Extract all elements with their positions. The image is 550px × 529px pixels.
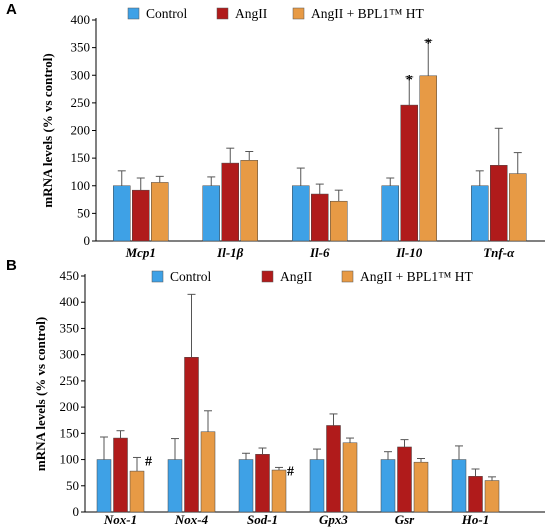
bar [238, 459, 254, 513]
bar [113, 437, 128, 513]
bar [509, 173, 527, 242]
x-category-label: Nox-4 [174, 512, 209, 527]
bar [200, 431, 216, 513]
legend-label-1: AngII [235, 6, 268, 21]
bar [221, 162, 239, 242]
legend-label-0: Control [146, 6, 188, 21]
bar [184, 357, 199, 513]
bar [400, 104, 418, 242]
y-tick-label: 50 [66, 478, 79, 493]
x-category-label: Tnf-α [483, 245, 515, 260]
significance-marker: # [145, 454, 152, 469]
bar [202, 185, 220, 242]
bar [240, 160, 258, 242]
y-tick-label: 0 [73, 504, 80, 519]
bar [419, 75, 437, 242]
x-category-label: Il-1β [216, 245, 244, 260]
significance-marker: # [287, 464, 294, 479]
legend-label-2: AngII + BPL1™ HT [360, 269, 473, 284]
y-axis-title: mRNA levels (% vs control) [40, 53, 55, 207]
x-category-label: Il-10 [395, 245, 423, 260]
panel-label: B [6, 257, 17, 274]
bar [342, 442, 358, 513]
bar [330, 200, 348, 242]
legend-label-1: AngII [280, 269, 313, 284]
y-tick-label: 200 [60, 399, 80, 414]
y-tick-label: 250 [71, 95, 91, 110]
legend-swatch-0 [151, 270, 164, 283]
bar [311, 193, 329, 242]
bar [380, 459, 396, 513]
significance-marker: * [406, 73, 413, 88]
legend-label-0: Control [170, 269, 212, 284]
legend-label-2: AngII + BPL1™ HT [311, 6, 424, 21]
x-category-label: Ho-1 [461, 512, 489, 527]
panel-label: A [6, 1, 17, 18]
y-tick-label: 150 [60, 425, 80, 440]
bar [151, 182, 169, 242]
bar [309, 459, 325, 513]
y-tick-label: 100 [71, 178, 91, 193]
bar [129, 470, 145, 513]
bar [468, 476, 483, 513]
significance-marker: * [425, 36, 432, 51]
legend-swatch-2 [292, 7, 305, 20]
bar [326, 425, 341, 513]
bar [413, 461, 429, 513]
bar [96, 459, 112, 513]
y-tick-label: 0 [84, 233, 91, 248]
bar [255, 454, 270, 513]
bar [484, 480, 500, 513]
bar [167, 459, 183, 513]
legend-swatch-1 [261, 270, 274, 283]
y-tick-label: 400 [71, 12, 91, 27]
bar [471, 185, 489, 242]
panel-a: A 0 50 100 150 200 250 300 350 400 mRNA levels (% … [6, 1, 545, 260]
x-category-label: Gpx3 [319, 512, 348, 527]
bar [451, 459, 467, 513]
y-tick-label: 200 [71, 123, 91, 138]
y-tick-label: 300 [71, 67, 91, 82]
y-tick-label: 400 [60, 294, 80, 309]
y-tick-label: 300 [60, 347, 80, 362]
bar [381, 185, 399, 242]
y-tick-label: 50 [77, 205, 90, 220]
legend-swatch-0 [127, 7, 140, 20]
x-category-label: Il-6 [309, 245, 330, 260]
bar [271, 469, 287, 513]
y-tick-label: 350 [71, 40, 91, 55]
x-category-label: Gsr [395, 512, 415, 527]
panel-b: B 0 50 100 150 200 250 300 350 400 450 mRNA levels … [6, 257, 545, 527]
x-category-label: Mcp1 [125, 245, 156, 260]
bar [132, 189, 150, 242]
y-tick-label: 450 [60, 268, 80, 283]
bar [397, 446, 412, 513]
legend-swatch-2 [341, 270, 354, 283]
bar [113, 185, 131, 242]
y-tick-label: 350 [60, 320, 80, 335]
x-category-label: Nox-1 [103, 512, 137, 527]
x-category-label: Sod-1 [247, 512, 278, 527]
y-tick-label: 150 [71, 150, 91, 165]
y-tick-label: 250 [60, 373, 80, 388]
bar [490, 165, 508, 242]
bar [292, 185, 310, 242]
y-axis-title: mRNA levels (% vs control) [33, 317, 48, 471]
y-tick-label: 100 [60, 452, 80, 467]
legend-swatch-1 [216, 7, 229, 20]
